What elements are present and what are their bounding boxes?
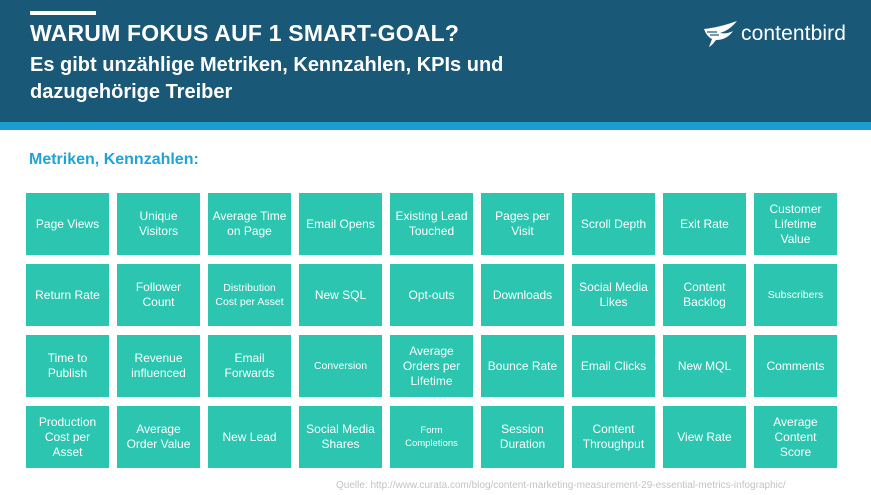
metric-tile: Email Clicks	[572, 335, 655, 397]
metric-tile: Page Views	[26, 193, 109, 255]
metric-tile: Revenue influenced	[117, 335, 200, 397]
page-subtitle: Es gibt unzählige Metriken, Kennzahlen, …	[30, 54, 504, 103]
metric-tile: Session Duration	[481, 406, 564, 468]
metric-tile: Content Throughput	[572, 406, 655, 468]
contentbird-logo: contentbird	[703, 19, 846, 49]
metric-tile: Email Forwards	[208, 335, 291, 397]
metric-tile: Production Cost per Asset	[26, 406, 109, 468]
metric-tile: Exit Rate	[663, 193, 746, 255]
metric-tile: Distribution Cost per Asset	[208, 264, 291, 326]
metric-tile: Average Orders per Lifetime	[390, 335, 473, 397]
metric-tile: Unique Visitors	[117, 193, 200, 255]
bird-icon	[704, 21, 737, 47]
metric-tile: Downloads	[481, 264, 564, 326]
metric-tile: Return Rate	[26, 264, 109, 326]
metrics-grid: Page Views Unique Visitors Average Time on…	[26, 193, 837, 468]
metric-tile: Pages per Visit	[481, 193, 564, 255]
metric-tile: View Rate	[663, 406, 746, 468]
section-title: Metriken, Kennzahlen:	[29, 151, 199, 168]
metric-tile: Conversion	[299, 335, 382, 397]
metric-tile: Content Backlog	[663, 264, 746, 326]
metric-tile: Social Media Likes	[572, 264, 655, 326]
metric-tile: Customer Lifetime Value	[754, 193, 837, 255]
source-citation: Quelle: http://www.curata.com/blog/conte…	[336, 480, 786, 491]
logo-text: contentbird	[741, 22, 847, 45]
metric-tile: New MQL	[663, 335, 746, 397]
metric-tile: Email Opens	[299, 193, 382, 255]
metric-tile: Average Content Score	[754, 406, 837, 468]
metric-tile: Time to Publish	[26, 335, 109, 397]
accent-band	[0, 122, 871, 130]
metric-tile: Bounce Rate	[481, 335, 564, 397]
metric-tile: New SQL	[299, 264, 382, 326]
metric-tile: Follower Count	[117, 264, 200, 326]
metric-tile: Average Time on Page	[208, 193, 291, 255]
header-accent-line	[30, 11, 96, 15]
metric-tile: Existing Lead Touched	[390, 193, 473, 255]
metric-tile: New Lead	[208, 406, 291, 468]
metric-tile: Scroll Depth	[572, 193, 655, 255]
metric-tile: Opt-outs	[390, 264, 473, 326]
metric-tile: Subscribers	[754, 264, 837, 326]
metric-tile: Social Media Shares	[299, 406, 382, 468]
metric-tile: Form Completions	[390, 406, 473, 468]
metric-tile: Average Order Value	[117, 406, 200, 468]
page-title: WARUM FOKUS AUF 1 SMART-GOAL?	[30, 20, 460, 46]
header-banner: WARUM FOKUS AUF 1 SMART-GOAL? Es gibt un…	[0, 0, 871, 122]
metric-tile: Comments	[754, 335, 837, 397]
